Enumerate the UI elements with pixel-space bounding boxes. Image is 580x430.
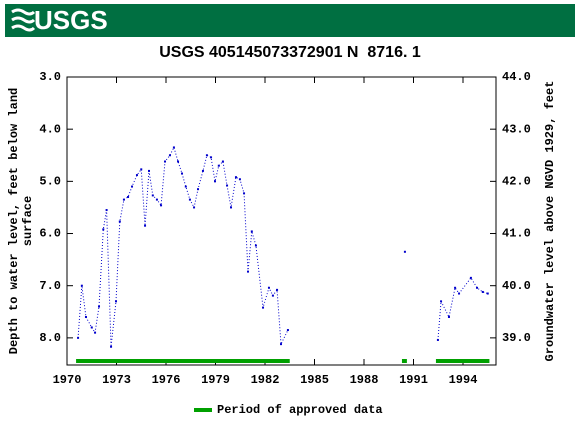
logo-waves	[11, 8, 36, 32]
legend-label: Period of approved data	[217, 403, 383, 417]
data-point	[122, 198, 125, 201]
y-axis-label: Depth to water level, feet below land	[7, 88, 21, 354]
data-point	[454, 286, 457, 289]
logo-text: USGS	[34, 5, 108, 35]
x-tick-label: 1970	[53, 373, 82, 387]
data-point	[90, 326, 93, 329]
data-point	[469, 276, 472, 279]
x-tick-label: 1982	[251, 373, 280, 387]
y2-axis-label: Groundwater level above NGVD 1929, feet	[543, 81, 557, 362]
data-point	[197, 188, 200, 191]
data-point	[238, 178, 241, 181]
series-line	[77, 146, 488, 347]
approved-period	[76, 359, 290, 363]
data-point	[210, 156, 213, 159]
x-tick-label: 1976	[152, 373, 181, 387]
data-point	[276, 288, 279, 291]
data-point	[447, 316, 450, 318]
data-point	[193, 206, 196, 209]
data-point	[226, 184, 229, 187]
data-point	[131, 185, 134, 188]
data-point	[144, 224, 147, 227]
data-point	[280, 343, 283, 346]
data-point	[243, 192, 246, 195]
data-point	[160, 204, 163, 207]
data-point	[127, 196, 130, 198]
data-point	[403, 250, 406, 253]
data-point	[214, 180, 217, 183]
x-tick-label: 1991	[399, 373, 428, 387]
data-point	[234, 176, 237, 179]
data-point	[135, 174, 138, 177]
header-bar	[5, 4, 575, 37]
data-point	[184, 185, 187, 188]
x-tick-label: 1973	[102, 373, 131, 387]
data-point	[440, 300, 443, 303]
data-point	[476, 286, 479, 289]
data-point	[80, 284, 83, 287]
y2-tick-label: 41.0	[502, 227, 531, 241]
data-point	[247, 270, 250, 273]
data-point	[250, 230, 253, 233]
data-point	[221, 160, 224, 163]
data-point	[164, 160, 167, 163]
data-point	[254, 244, 257, 247]
y2-tick-label: 43.0	[502, 122, 531, 136]
y2-tick-label: 40.0	[502, 279, 531, 293]
x-tick-label: 1979	[201, 373, 230, 387]
data-point	[201, 169, 204, 172]
approved-period	[401, 359, 407, 363]
data-point	[98, 305, 101, 308]
y-tick-label: 6.0	[39, 227, 61, 241]
y-tick-label: 8.0	[39, 331, 61, 345]
data-point	[481, 290, 484, 293]
data-point	[118, 220, 121, 223]
x-tick-label: 1988	[350, 373, 379, 387]
data-point	[110, 345, 113, 348]
data-point	[286, 329, 289, 332]
y-tick-label: 7.0	[39, 279, 61, 293]
approved-period	[435, 359, 490, 363]
y-tick-label: 3.0	[39, 70, 61, 84]
data-point	[155, 198, 158, 201]
data-point	[151, 194, 154, 197]
data-point	[267, 286, 270, 289]
data-point	[84, 316, 87, 318]
data-point	[205, 154, 208, 157]
y2-tick-label: 42.0	[502, 175, 531, 189]
data-point	[172, 146, 175, 149]
y2-tick-label: 44.0	[502, 70, 531, 84]
data-point	[486, 292, 489, 295]
chart-title: USGS 405145073372901 N 8716. 1	[159, 44, 421, 61]
data-point	[262, 306, 265, 309]
y-tick-label: 5.0	[39, 175, 61, 189]
data-point	[102, 228, 105, 231]
data-point	[177, 160, 180, 163]
data-point	[94, 331, 97, 334]
data-point	[140, 168, 143, 171]
x-tick-label: 1985	[300, 373, 329, 387]
plot-frame	[66, 76, 497, 366]
data-point	[217, 164, 220, 167]
y-axis-label: surface	[21, 196, 35, 246]
data-point	[105, 209, 108, 212]
data-point	[230, 206, 233, 209]
data-point	[436, 338, 439, 341]
y2-tick-label: 39.0	[502, 331, 531, 345]
data-point	[77, 336, 80, 339]
data-point	[168, 154, 171, 157]
x-tick-label: 1994	[449, 373, 478, 387]
data-point	[181, 172, 184, 175]
data-point	[188, 198, 191, 201]
data-point	[148, 169, 151, 172]
data-point	[458, 292, 461, 295]
data-point	[271, 294, 274, 297]
data-point	[115, 300, 118, 303]
y-tick-label: 4.0	[39, 122, 61, 136]
